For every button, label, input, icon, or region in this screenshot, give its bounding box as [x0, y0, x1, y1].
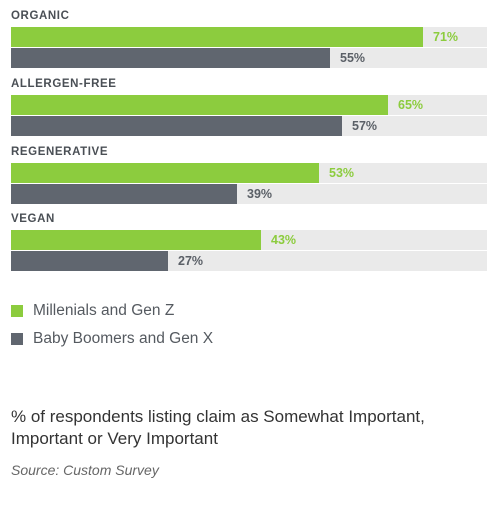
data-label: 65% — [398, 98, 424, 112]
data-label: 57% — [352, 119, 378, 133]
legend-item-boomers: Baby Boomers and Gen X — [11, 330, 213, 348]
bar-organic-series-1 — [11, 48, 330, 68]
bar-vegan-series-0 — [11, 230, 261, 250]
source-caption: Source: Custom Survey — [11, 462, 159, 478]
legend-item-millenials: Millenials and Gen Z — [11, 302, 174, 320]
legend-label: Millenials and Gen Z — [33, 302, 175, 319]
bar-regenerative-series-0 — [11, 163, 319, 183]
data-label: 53% — [329, 166, 355, 180]
category-label-organic: ORGANIC — [11, 10, 70, 22]
legend-swatch-green — [11, 305, 23, 317]
legend-swatch-gray — [11, 333, 23, 345]
bar-allergen-free-series-1 — [11, 116, 342, 136]
bar-allergen-free-series-0 — [11, 95, 388, 115]
category-label-vegan: VEGAN — [11, 213, 55, 225]
bar-vegan-series-1 — [11, 251, 168, 271]
data-label: 27% — [178, 254, 204, 268]
chart-note: % of respondents listing claim as Somewh… — [11, 407, 425, 448]
category-label-allergen-free: ALLERGEN-FREE — [11, 78, 117, 90]
category-label-regenerative: REGENERATIVE — [11, 146, 109, 158]
bar-chart: ORGANIC 71% 55% ALLERGEN-FREE 65% 57% REGENERA… — [11, 10, 487, 271]
legend-label: Baby Boomers and Gen X — [33, 330, 214, 347]
data-label: 43% — [271, 233, 297, 247]
data-label: 71% — [433, 30, 459, 44]
data-label: 55% — [340, 51, 366, 65]
data-label: 39% — [247, 187, 273, 201]
bar-organic-series-0 — [11, 27, 423, 47]
bar-regenerative-series-1 — [11, 184, 237, 204]
